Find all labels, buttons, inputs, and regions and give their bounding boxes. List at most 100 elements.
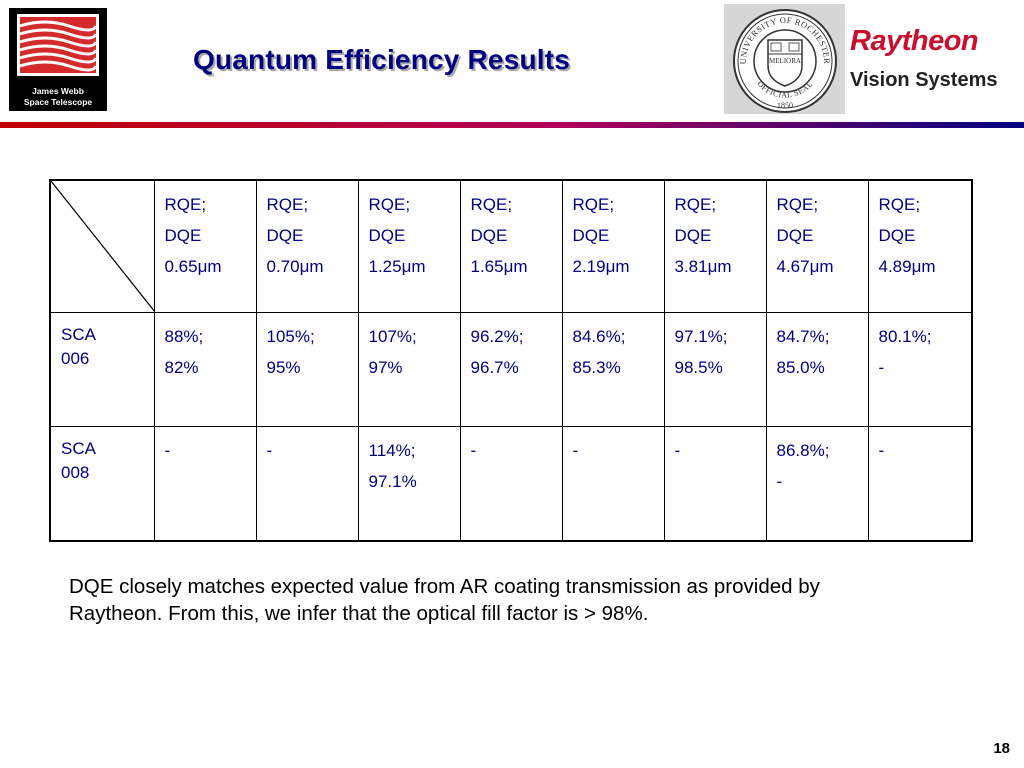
data-cell: 84.6%; 85.3% [561,312,665,427]
rqe-value: - [572,441,579,460]
row-label-cell: SCA 008 [49,426,155,542]
data-cell: 105%; 95% [255,312,359,427]
dqe-value: 97% [368,358,403,377]
row-label-line1: SCA [61,325,96,344]
header-wavelength: 1.65μm [470,257,528,276]
row-label-line1: SCA [61,439,96,458]
rqe-value: 114%; [368,441,416,460]
page-title: Quantum Efficiency Results [193,44,571,75]
dqe-value: 82% [164,358,199,377]
rqe-value: 86.8%; [776,441,830,460]
seal-motto: MELIORA [769,57,801,65]
data-cell: - [153,426,257,542]
summary-note: DQE closely matches expected value from … [69,575,820,625]
data-cell: - [663,426,767,542]
header-rqe: RQE; [572,195,615,214]
header-rqe: RQE; [674,195,717,214]
header-rqe: RQE; [470,195,513,214]
logo-caption-line2: Space Telescope [23,97,93,107]
corner-cell [49,179,155,313]
rqe-value: 84.6%; [572,327,626,346]
rqe-value: 80.1%; [878,327,932,346]
header-cell: RQE; DQE 1.25μm [357,179,461,313]
raytheon-logo: Raytheon Vision Systems [850,26,1020,92]
header-rqe: RQE; [878,195,921,214]
seal-icon: UNIVERSITY OF ROCHESTER OFFICIAL SEAL ME… [733,9,837,113]
data-cell: - [459,426,563,542]
data-cell: 80.1%; - [867,312,973,427]
dqe-value: 98.5% [674,358,723,377]
header-rqe: RQE; [368,195,411,214]
header-cell: RQE; DQE 3.81μm [663,179,767,313]
header-dqe: DQE [572,226,610,245]
header-cell: RQE; DQE 2.19μm [561,179,665,313]
dqe-value: 85.0% [776,358,825,377]
rqe-value: 105%; [266,327,315,346]
qe-results-table: RQE; DQE 0.65μm RQE; DQE 0.70μm RQE; DQE 1.25μ… [49,179,973,542]
rqe-value: 88%; [164,327,204,346]
header-rqe: RQE; [776,195,819,214]
header-wavelength: 4.89μm [878,257,936,276]
dqe-value: 95% [266,358,301,377]
dqe-value: - [878,358,885,377]
dqe-value: 96.7% [470,358,519,377]
data-cell: - [255,426,359,542]
university-seal: UNIVERSITY OF ROCHESTER OFFICIAL SEAL ME… [724,4,845,114]
table-row: SCA 006 88%; 82% 105%; 95% 107%; 97% 96.2%; 9… [49,312,973,427]
header-dqe: DQE [164,226,202,245]
row-label-line2: 008 [61,463,90,482]
jwst-emblem-icon [17,14,99,76]
header-rqe: RQE; [164,195,207,214]
header-cell: RQE; DQE 4.67μm [765,179,869,313]
data-cell: 114%; 97.1% [357,426,461,542]
seal-year: 1850 [777,101,793,110]
data-cell: - [561,426,665,542]
page-number: 18 [993,740,1010,757]
dqe-value: 97.1% [368,472,417,491]
data-cell: 107%; 97% [357,312,461,427]
data-cell: 88%; 82% [153,312,257,427]
rqe-value: 97.1%; [674,327,728,346]
rqe-value: - [470,441,477,460]
header-cell: RQE; DQE 0.65μm [153,179,257,313]
diagonal-line [51,181,155,312]
dqe-value: - [776,472,783,491]
header-wavelength: 3.81μm [674,257,732,276]
header-dqe: DQE [266,226,304,245]
header-divider [0,122,1024,128]
header-dqe: DQE [368,226,406,245]
table-row: SCA 008 - - 114%; 97.1% - - - 86.8%; - - [49,426,973,542]
brand-name: Raytheon [850,25,979,57]
header-cell: RQE; DQE 4.89μm [867,179,973,313]
rqe-value: - [266,441,273,460]
row-label-line2: 006 [61,349,90,368]
header-rqe: RQE; [266,195,309,214]
header-dqe: DQE [776,226,814,245]
rqe-value: 107%; [368,327,417,346]
brand-division: Vision Systems [850,69,998,91]
data-cell: 97.1%; 98.5% [663,312,767,427]
data-cell: 84.7%; 85.0% [765,312,869,427]
header-wavelength: 0.70μm [266,257,324,276]
rqe-value: 96.2%; [470,327,524,346]
jwst-logo: James Webb Space Telescope [9,8,107,111]
header-dqe: DQE [674,226,712,245]
row-label-cell: SCA 006 [49,312,155,427]
header-wavelength: 2.19μm [572,257,630,276]
header-cell: RQE; DQE 0.70μm [255,179,359,313]
header-cell: RQE; DQE 1.65μm [459,179,563,313]
logo-caption-line1: James Webb [32,86,84,96]
header-dqe: DQE [878,226,916,245]
data-cell: 86.8%; - [765,426,869,542]
rqe-value: 84.7%; [776,327,830,346]
rqe-value: - [878,441,885,460]
data-cell: - [867,426,973,542]
rqe-value: - [674,441,681,460]
table-header-row: RQE; DQE 0.65μm RQE; DQE 0.70μm RQE; DQE 1.25μ… [49,179,973,313]
header-wavelength: 0.65μm [164,257,222,276]
header-dqe: DQE [470,226,508,245]
header-wavelength: 4.67μm [776,257,834,276]
rqe-value: - [164,441,171,460]
data-cell: 96.2%; 96.7% [459,312,563,427]
header-wavelength: 1.25μm [368,257,426,276]
